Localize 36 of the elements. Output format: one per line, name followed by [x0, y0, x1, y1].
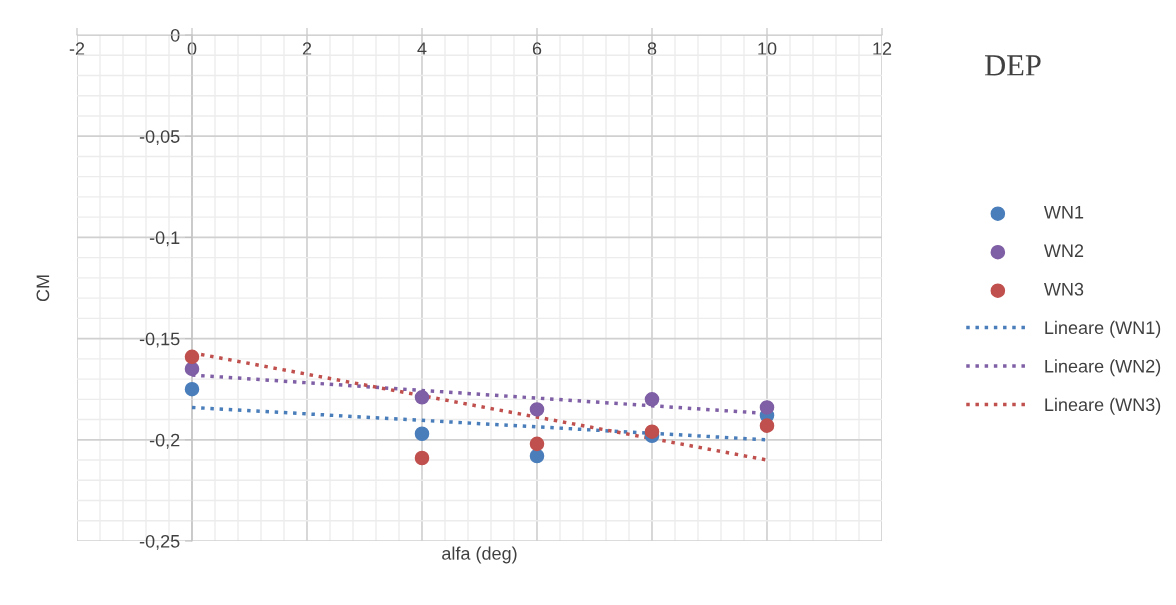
point — [529, 448, 545, 464]
point — [529, 402, 545, 417]
point — [759, 418, 775, 433]
legend-label: WN1 — [1043, 206, 1084, 219]
x-tick-label: 0 — [187, 42, 197, 56]
point — [644, 424, 660, 439]
x-axis-title: alfa (deg) — [442, 546, 517, 564]
x-tick-label: 4 — [417, 42, 427, 55]
y-tick-label: -0,1 — [149, 231, 180, 247]
x-tick-label: 2 — [302, 42, 312, 55]
point — [644, 392, 660, 407]
y-tick-label: 0 — [170, 28, 180, 42]
legend-label: Lineare (WN3) — [1045, 397, 1161, 415]
y-tick-label: -0,05 — [139, 130, 180, 146]
y-tick-label: -0,2 — [149, 433, 180, 449]
x-tick-label: -2 — [69, 42, 85, 55]
y-axis-title: CM — [36, 275, 50, 302]
point — [184, 381, 200, 397]
x-tick-label: 12 — [873, 42, 892, 55]
y-tick-label: -0,15 — [139, 332, 180, 348]
x-tick-label: 10 — [758, 42, 777, 56]
point — [414, 426, 430, 442]
point — [184, 361, 200, 377]
legend-label: WN3 — [1043, 282, 1084, 296]
y-tick-label: -0,25 — [139, 534, 180, 550]
x-tick-label: 8 — [647, 42, 657, 56]
x-tick-label: 6 — [532, 42, 542, 56]
point — [414, 450, 430, 466]
legend-label: Lineare (WN1) — [1045, 320, 1161, 338]
point — [759, 400, 775, 415]
point — [184, 349, 200, 365]
point — [414, 390, 430, 405]
legend-label: Lineare (WN2) — [1045, 359, 1161, 377]
text: DEP — [985, 55, 1041, 76]
legend-label: WN2 — [1043, 244, 1084, 257]
point — [529, 436, 545, 452]
